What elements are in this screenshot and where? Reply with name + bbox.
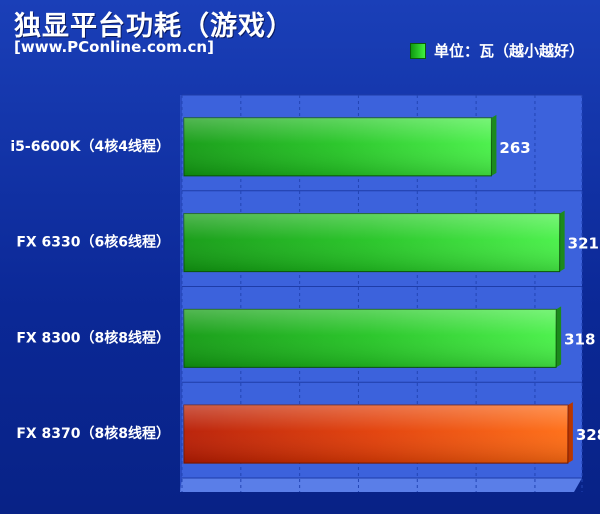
chart-source: [www.PConline.com.cn] xyxy=(14,38,214,56)
category-label: FX 6330（6核6线程） xyxy=(16,234,170,251)
plot-floor xyxy=(180,478,582,492)
bar-shine xyxy=(184,117,492,176)
data-label: 263 xyxy=(499,139,530,157)
bar-side xyxy=(491,114,497,176)
bar-shine xyxy=(184,213,560,272)
chart-title: 独显平台功耗（游戏） xyxy=(14,11,294,42)
legend-label: 单位：瓦（越小越好） xyxy=(433,42,584,60)
bar-side xyxy=(559,210,565,272)
bar-shine xyxy=(184,405,568,464)
data-label: 328 xyxy=(576,426,600,444)
legend: 单位：瓦（越小越好） xyxy=(409,40,584,61)
bar-side xyxy=(556,306,562,368)
category-label: FX 8300（8核8线程） xyxy=(16,329,170,346)
plot-side-wall xyxy=(180,95,182,492)
bar-side xyxy=(567,402,573,464)
category-label: i5-6600K（4核4线程） xyxy=(10,138,170,155)
data-label: 321 xyxy=(568,235,599,253)
category-label: FX 8370（8核8线程） xyxy=(16,425,170,442)
bar-shine xyxy=(184,309,557,368)
legend-swatch xyxy=(409,42,426,59)
data-label: 318 xyxy=(564,330,595,348)
